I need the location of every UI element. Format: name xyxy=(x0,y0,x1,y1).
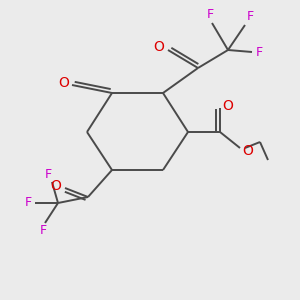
Text: O: O xyxy=(243,144,254,158)
Text: F: F xyxy=(44,167,52,181)
Text: O: O xyxy=(58,76,69,90)
Text: F: F xyxy=(255,46,262,59)
Text: O: O xyxy=(51,179,62,193)
Text: F: F xyxy=(24,196,32,209)
Text: F: F xyxy=(246,11,254,23)
Text: F: F xyxy=(206,8,214,22)
Text: F: F xyxy=(39,224,46,238)
Text: O: O xyxy=(223,99,233,113)
Text: O: O xyxy=(154,40,164,54)
